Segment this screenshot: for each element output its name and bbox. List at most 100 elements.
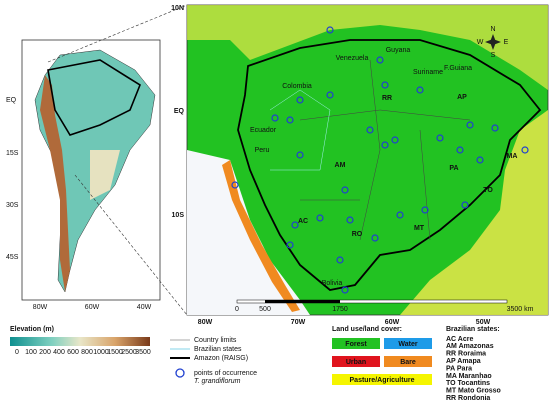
point xyxy=(286,116,294,124)
elevation-tick: 200 xyxy=(39,349,51,356)
point xyxy=(336,256,344,264)
compass-label: S xyxy=(491,52,496,59)
lat-label: 30S xyxy=(6,202,19,209)
elevation-tick: 600 xyxy=(67,349,79,356)
scale-label: 3500 km xyxy=(507,306,534,313)
point xyxy=(521,146,529,154)
main-map: N E S W 0 500 1750 3500 km 10N EQ 10S 80… xyxy=(171,4,549,326)
scale-bar-segment xyxy=(265,300,340,303)
elevation-tick: 1500 xyxy=(107,349,123,356)
state-item: MT Mato Grosso xyxy=(446,388,501,395)
legend-label: Brazilian states xyxy=(194,346,242,353)
inset-map: EQ 15S 30S 45S 80W 60W 40W xyxy=(6,4,188,316)
point xyxy=(286,241,294,249)
state-item: RR Rondonia xyxy=(446,395,490,402)
compass-label: W xyxy=(477,39,484,46)
legend-swatch xyxy=(384,338,432,349)
color-bar xyxy=(10,337,150,346)
amazon-limit xyxy=(237,39,542,291)
legend-title: Elevation (m) xyxy=(10,326,54,333)
state-label: MA xyxy=(507,153,518,160)
lat-label: 15S xyxy=(6,150,19,157)
inset-plateau xyxy=(90,150,120,200)
point xyxy=(376,56,384,64)
point xyxy=(466,121,474,129)
inset-amazon-limit xyxy=(47,59,141,136)
point xyxy=(316,214,324,222)
state-label: AM xyxy=(335,162,346,169)
state-label: MT xyxy=(414,225,425,232)
land-cover-bare xyxy=(222,160,300,312)
legend-title: Brazilian states: xyxy=(446,326,500,333)
legend-swatch xyxy=(332,374,432,385)
point xyxy=(461,201,469,209)
elevation-tick: 0 xyxy=(15,349,19,356)
lat-label: 10N xyxy=(171,5,184,12)
point xyxy=(476,156,484,164)
scale-label: 1750 xyxy=(332,306,348,313)
point xyxy=(231,181,239,189)
lon-label: 60W xyxy=(85,304,100,311)
country-label: Bolivia xyxy=(322,280,343,287)
state-label: PA xyxy=(449,165,458,172)
state-label: TO xyxy=(483,187,493,194)
country-label: Venezuela xyxy=(336,55,369,62)
compass: N E S W xyxy=(477,26,509,59)
land-cover-pasture xyxy=(400,110,548,315)
state-item: AP Amapa xyxy=(446,358,481,365)
state-item: AM Amazonas xyxy=(446,343,494,350)
scale-label: 500 xyxy=(259,306,271,313)
legend-label: Bare xyxy=(400,359,416,366)
lon-label: 60W xyxy=(385,319,400,326)
point xyxy=(326,91,334,99)
legend-label: Amazon (RAISG) xyxy=(194,355,248,362)
lon-label: 40W xyxy=(137,304,152,311)
state-label: RO xyxy=(352,231,363,238)
land-cover-pasture xyxy=(187,5,548,90)
elevation-tick: 800 xyxy=(81,349,93,356)
line-legend: Country limits Brazilian states Amazon (… xyxy=(170,337,257,385)
legend-label: Country limits xyxy=(194,337,237,344)
legend-swatch xyxy=(384,356,432,367)
lon-label: 80W xyxy=(33,304,48,311)
legend-label: Urban xyxy=(346,359,366,366)
point xyxy=(371,234,379,242)
state-item: AC Acre xyxy=(446,336,473,343)
elevation-tick: 3500 xyxy=(135,349,151,356)
point xyxy=(296,151,304,159)
state-item: PA Para xyxy=(446,365,472,372)
point xyxy=(381,141,389,149)
country-label: Ecuador xyxy=(250,127,277,134)
state-item: TO Tocantins xyxy=(446,380,490,387)
state-limits xyxy=(299,59,471,241)
country-labels: Venezuela Guyana Suriname F.Guiana Colom… xyxy=(250,47,472,287)
point xyxy=(341,186,349,194)
state-label: AP xyxy=(457,94,467,101)
state-label: RR xyxy=(382,95,392,102)
rivers xyxy=(269,89,331,171)
legend-swatch xyxy=(332,338,380,349)
compass-label: E xyxy=(504,39,509,46)
inset-andes xyxy=(40,75,70,292)
state-labels: RR AP AM PA MA AC RO MT TO xyxy=(298,94,518,238)
legend-point xyxy=(175,368,185,378)
point xyxy=(346,216,354,224)
point xyxy=(391,136,399,144)
legend-label: Pasture/Agriculture xyxy=(350,377,415,384)
country-label: Suriname xyxy=(413,69,443,76)
country-label: F.Guiana xyxy=(444,65,472,72)
point xyxy=(456,146,464,154)
zoom-line xyxy=(47,4,188,63)
point xyxy=(421,206,429,214)
lat-label: 10S xyxy=(172,212,185,219)
scale-label: 0 xyxy=(235,306,239,313)
scale-bar xyxy=(236,299,508,304)
compass-label: N xyxy=(490,26,495,33)
point xyxy=(366,126,374,134)
state-label: AC xyxy=(298,218,308,225)
legend-title: Land use/land cover: xyxy=(332,326,402,333)
point xyxy=(491,124,499,132)
state-item: MA Maranhao xyxy=(446,373,492,380)
